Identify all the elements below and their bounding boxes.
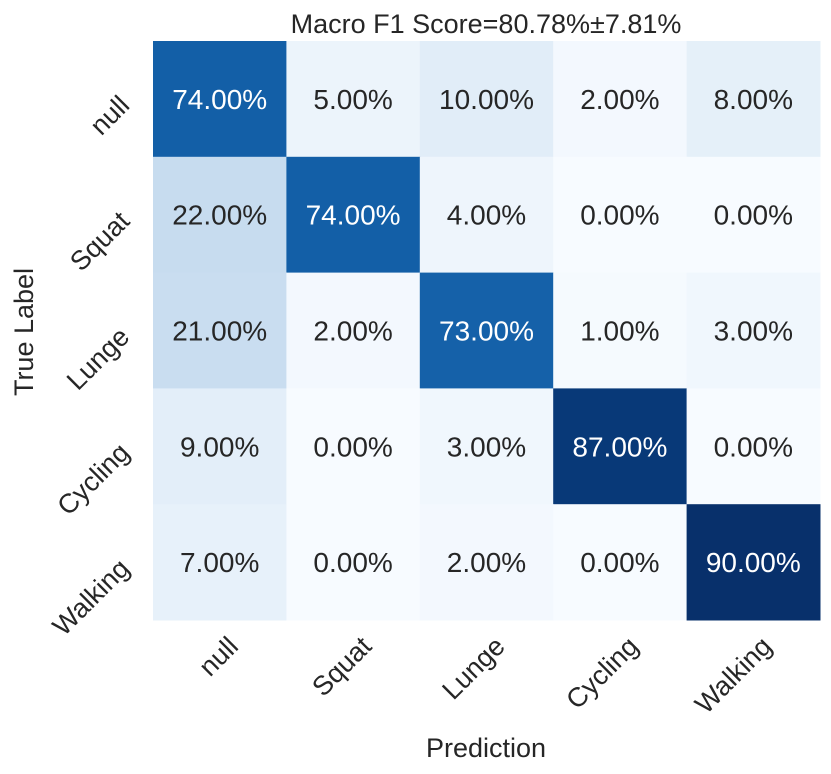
cell-value-label: 5.00% [313,84,392,115]
cell-value-label: 3.00% [714,316,793,347]
heatmap-cell [153,504,287,621]
x-tick-labels: null Squat Lunge Cycling Walking [193,631,778,720]
cell-value-label: 10.00% [439,84,534,115]
heatmap-cell [553,388,688,505]
y-tick-label: Cycling [51,437,135,521]
cell-value-label: 2.00% [580,84,659,115]
heatmap-cell [153,41,287,158]
heatmap-cell [286,504,421,621]
x-tick-label: Cycling [560,631,644,715]
heatmap-cell [553,41,688,158]
cell-value-label: 3.00% [447,431,526,462]
heatmap-cell [286,156,421,274]
heatmap-cell [419,156,554,274]
cell-value-label: 0.00% [580,547,659,578]
y-tick-labels: null Squat Lunge Cycling Walking [47,90,136,642]
heatmap-cell [686,388,821,505]
heatmap-cell [686,156,821,274]
cell-value-label: 21.00% [172,316,267,347]
x-tick-label: Lunge [436,631,510,705]
heatmap-cell [419,272,554,389]
cell-value-label: 74.00% [306,200,401,231]
heatmap-cell [153,156,287,274]
heatmap-cell [686,41,821,158]
cell-value-label: 22.00% [172,200,267,231]
cell-value-label: 7.00% [180,547,259,578]
cell-value-label: 1.00% [580,316,659,347]
cell-value-label: 0.00% [313,431,392,462]
y-tick-label: Lunge [61,322,135,396]
cell-value-label: 74.00% [172,84,267,115]
cell-value-label: 87.00% [572,431,667,462]
heatmap-cell [153,272,287,389]
cell-value-label: 2.00% [313,316,392,347]
x-tick-label: Walking [689,631,777,719]
heatmap-cell [419,41,554,158]
y-tick-label: Squat [64,205,135,276]
cell-value-label: 8.00% [714,84,793,115]
y-tick-label: null [84,90,135,141]
heatmap-cell [419,504,554,621]
cell-value-label: 0.00% [313,547,392,578]
heatmap-cell [553,156,688,274]
x-axis-label: Prediction [426,733,546,763]
y-axis-label: True Label [9,268,39,396]
cell-value-label: 2.00% [447,547,526,578]
cell-value-label: 0.00% [714,200,793,231]
cell-value-label: 9.00% [180,431,259,462]
cell-value-label: 0.00% [714,431,793,462]
x-tick-label: Squat [306,631,377,702]
cell-value-label: 4.00% [447,200,526,231]
heatmap-cell [419,388,554,505]
heatmap-cell [286,272,421,389]
heatmap-cell [686,272,821,389]
heatmap-cell [286,41,421,158]
cell-value-label: 73.00% [439,316,534,347]
heatmap-cell [553,272,688,389]
cell-value-label: 0.00% [580,200,659,231]
chart-title: Macro F1 Score=80.78%±7.81% [291,9,682,39]
x-tick-label: null [193,631,244,682]
heatmap-cell [286,388,421,505]
heatmap-cells: 74.00% 5.00% 10.00% 2.00% 8.00% 22.00% 74.00% 4… [153,41,821,621]
heatmap-cell [153,388,287,505]
heatmap-cell [686,504,821,621]
y-tick-label: Walking [47,553,135,641]
heatmap-cell [553,504,688,621]
cell-value-label: 90.00% [706,547,801,578]
